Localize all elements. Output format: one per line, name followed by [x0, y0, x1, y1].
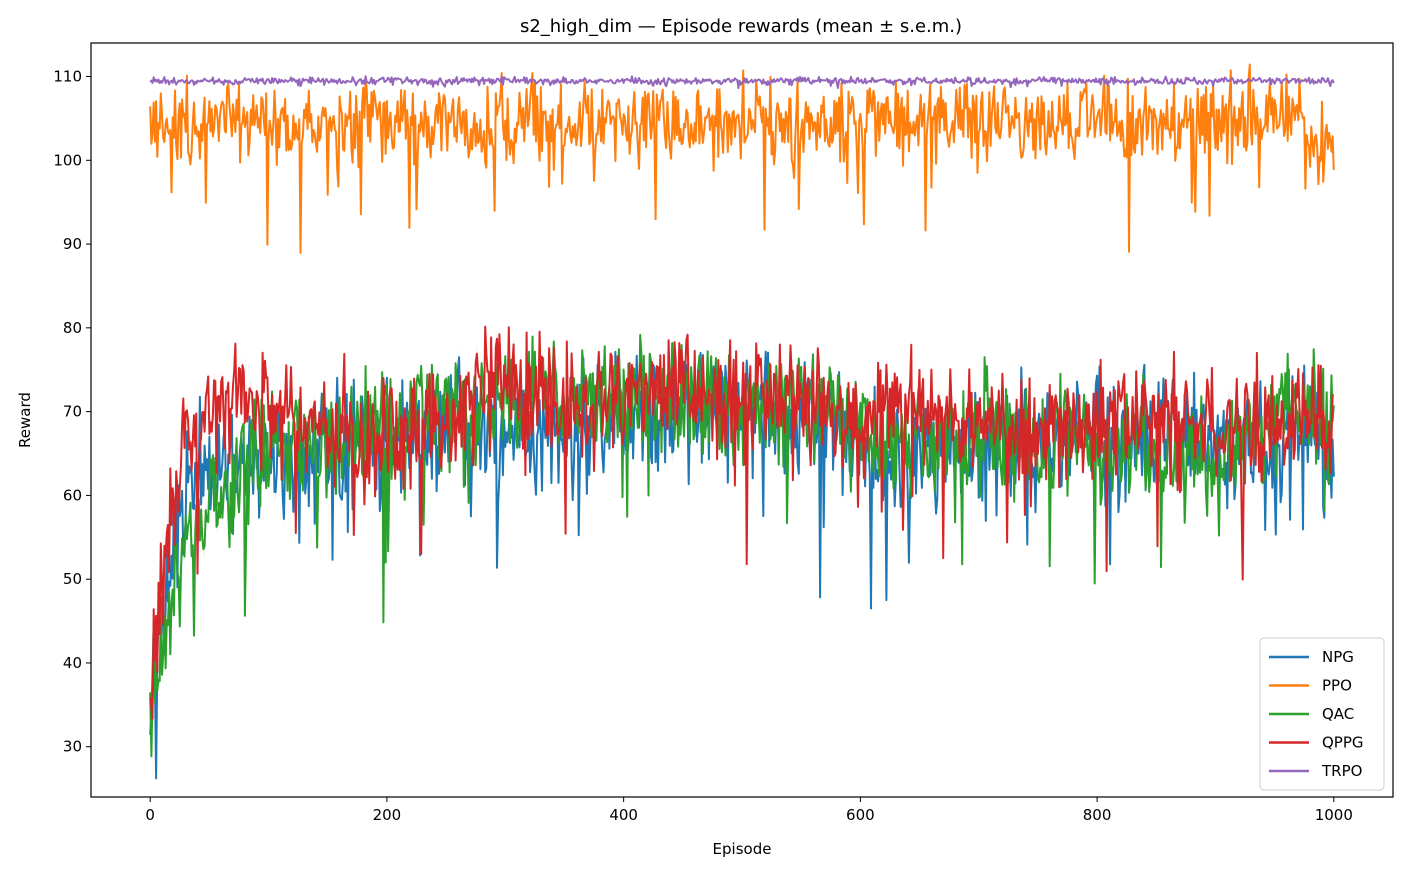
x-tick-label: 400 [609, 806, 638, 824]
x-tick-label: 200 [373, 806, 402, 824]
x-tick-label: 600 [846, 806, 875, 824]
x-tick-label: 0 [145, 806, 155, 824]
x-tick-label: 800 [1083, 806, 1112, 824]
y-axis: 30 40 50 60 70 80 90 100 110 [53, 68, 91, 756]
legend-box [1259, 637, 1385, 791]
x-axis-title: Episode [713, 840, 772, 858]
legend-label: PPO [1322, 677, 1352, 695]
series-layer [149, 60, 1335, 786]
x-axis: 0 200 400 600 800 1000 [145, 797, 1353, 824]
series-line-trpo [149, 75, 1335, 89]
y-tick-label: 80 [63, 319, 82, 337]
legend-label: QAC [1322, 705, 1354, 723]
y-tick-label: 70 [63, 403, 82, 421]
chart-title: s2_high_dim — Episode rewards (mean ± s.… [520, 16, 962, 37]
y-axis-title: Reward [16, 392, 34, 448]
legend: NPG PPO QAC QPPG TRPO [1259, 637, 1385, 791]
y-tick-label: 110 [53, 68, 82, 86]
legend-label: NPG [1322, 648, 1354, 666]
plot-frame [90, 42, 1394, 798]
legend-label: QPPG [1322, 734, 1364, 752]
y-tick-label: 30 [63, 738, 82, 756]
series-line-ppo [149, 63, 1335, 254]
y-tick-label: 50 [63, 570, 82, 588]
legend-label: TRPO [1321, 762, 1362, 780]
y-tick-label: 100 [53, 151, 82, 169]
y-tick-label: 60 [63, 486, 82, 504]
x-tick-label: 1000 [1315, 806, 1353, 824]
y-tick-label: 90 [63, 235, 82, 253]
series-line-qppg [149, 325, 1334, 720]
y-tick-label: 40 [63, 654, 82, 672]
